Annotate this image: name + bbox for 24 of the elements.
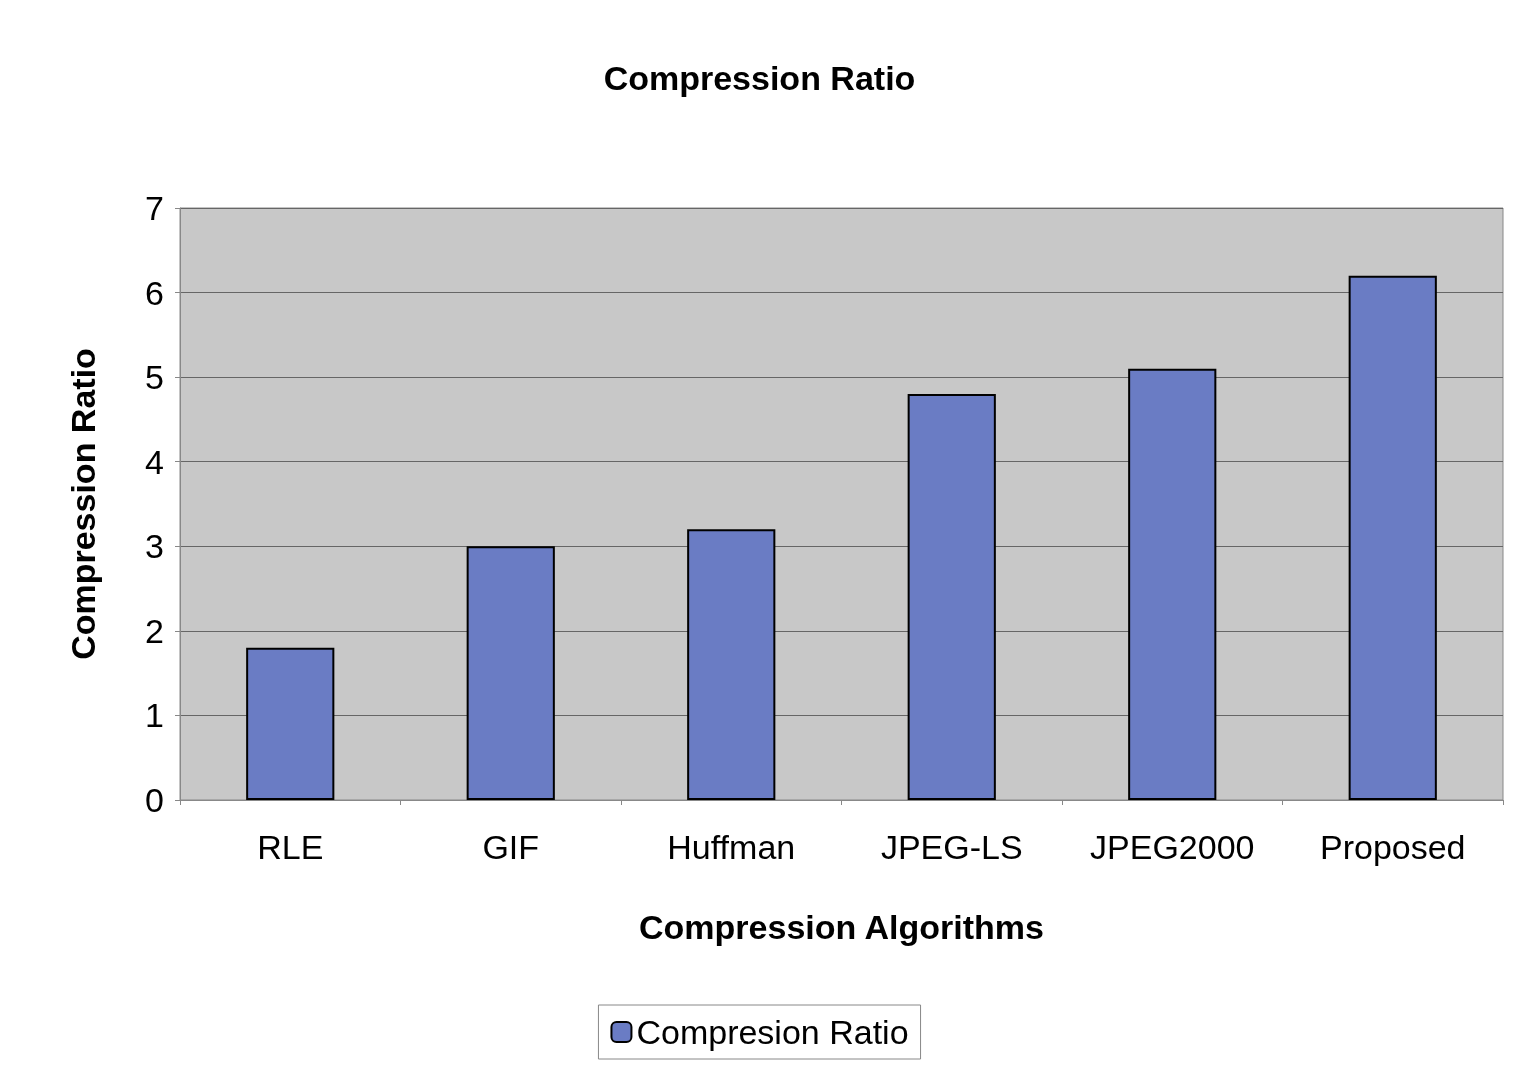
x-tick-label: GIF xyxy=(482,828,540,866)
legend-label: Compresion Ratio xyxy=(636,1013,909,1051)
bar xyxy=(907,394,996,800)
y-tick-label: 0 xyxy=(145,781,164,819)
y-tick-label: 4 xyxy=(145,442,164,481)
bar xyxy=(466,546,555,800)
y-tick-label: 6 xyxy=(145,273,164,312)
y-tick-label: 2 xyxy=(145,611,164,650)
x-axis-title: Compression Algorithms xyxy=(639,908,1044,946)
y-tick-label: 5 xyxy=(145,358,164,397)
bar xyxy=(687,529,776,800)
chart-title: Compression Ratio xyxy=(603,59,916,97)
y-tick-label: 7 xyxy=(145,189,164,227)
bar xyxy=(246,647,335,800)
bar xyxy=(1128,368,1217,800)
y-axis-title: Compression Ratio xyxy=(64,348,102,660)
x-tick-label: Huffman xyxy=(667,828,796,866)
x-tick-label: RLE xyxy=(257,828,324,866)
x-tick-label: JPEG-LS xyxy=(880,828,1023,866)
y-tick-label: 1 xyxy=(145,696,164,735)
bar xyxy=(1348,275,1437,800)
x-tick-label: Proposed xyxy=(1319,828,1466,866)
x-tick-label: JPEG2000 xyxy=(1090,828,1255,866)
y-tick-label: 3 xyxy=(145,527,164,566)
